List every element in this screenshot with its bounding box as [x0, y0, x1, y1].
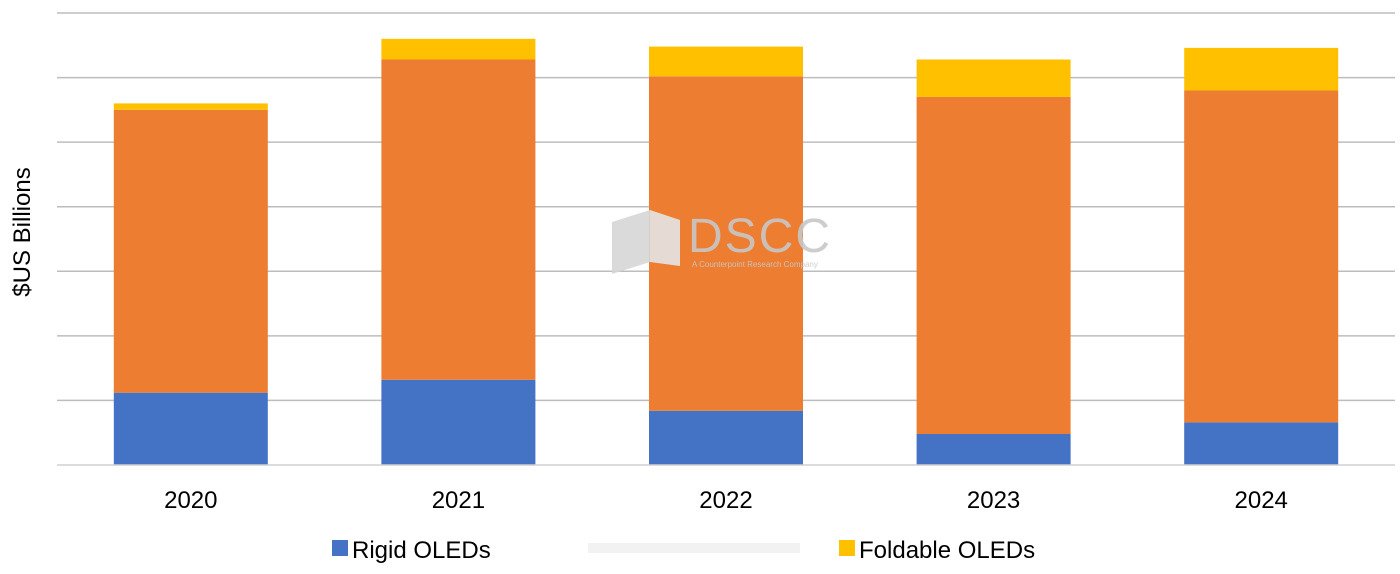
bar-2020-series-2	[113, 103, 268, 110]
bar-2020-series-1	[113, 109, 268, 393]
bar-2023-series-1	[916, 96, 1071, 435]
bar-2022-series-2	[649, 46, 803, 77]
bar-2021-series-1	[381, 59, 536, 380]
legend-swatch-foldable	[839, 540, 855, 556]
x-tick-label-2022: 2022	[699, 487, 752, 514]
x-tick-label-2021: 2021	[432, 487, 485, 514]
bar-2023-series-2	[916, 59, 1071, 97]
legend-label-foldable: Foldable OLEDs	[859, 537, 1035, 564]
bar-2024-series-1	[1184, 90, 1339, 423]
bar-2024-series-0	[1184, 422, 1339, 465]
watermark-cube-icon	[612, 210, 650, 274]
bar-2020-series-0	[113, 392, 268, 465]
bar-2021-series-2	[381, 38, 536, 60]
legend-label-rigid: Rigid OLEDs	[352, 537, 491, 564]
bar-2021-series-0	[381, 379, 536, 465]
watermark-name: DSCC	[688, 210, 832, 263]
bar-2023-series-0	[916, 434, 1071, 465]
legend-swatch-rigid	[332, 540, 348, 556]
y-axis-title: $US Billions	[9, 167, 36, 296]
x-tick-label-2023: 2023	[967, 487, 1020, 514]
x-tick-label-2020: 2020	[164, 487, 217, 514]
legend: Rigid OLEDs Foldable OLEDs	[332, 537, 1035, 564]
bar-2024-series-2	[1184, 47, 1339, 91]
bar-2022-series-0	[649, 410, 803, 465]
watermark: DSCC A Counterpoint Research Company	[612, 210, 832, 274]
legend-swatch-blurred	[588, 543, 800, 553]
watermark-tagline: A Counterpoint Research Company	[692, 260, 818, 269]
x-tick-labels: 2020 2021 2022 2023 2024	[164, 487, 1288, 514]
watermark-cube-side	[650, 210, 680, 266]
x-tick-label-2024: 2024	[1235, 487, 1288, 514]
